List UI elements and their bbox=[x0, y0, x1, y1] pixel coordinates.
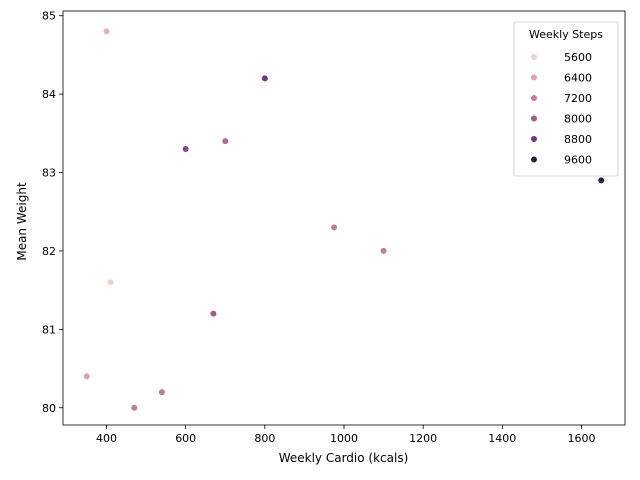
legend-label: 8000 bbox=[564, 113, 592, 126]
x-tick-label: 1600 bbox=[567, 432, 595, 445]
y-tick-label: 80 bbox=[42, 402, 56, 415]
legend-marker bbox=[530, 155, 538, 164]
y-tick-label: 82 bbox=[42, 245, 56, 258]
data-points bbox=[83, 27, 605, 412]
legend-box bbox=[513, 21, 619, 177]
x-axis-ticks: 400 600 800 1000 1200 1400 1600 bbox=[96, 425, 595, 445]
y-tick-label: 81 bbox=[42, 323, 56, 336]
y-tick-label: 85 bbox=[42, 10, 56, 23]
y-tick-label: 83 bbox=[42, 167, 56, 180]
legend-marker bbox=[530, 114, 538, 123]
legend-title: Weekly Steps bbox=[529, 28, 603, 41]
x-axis-label: Weekly Cardio (kcals) bbox=[279, 451, 409, 465]
x-tick-label: 1000 bbox=[330, 432, 358, 445]
x-tick-label: 800 bbox=[254, 432, 275, 445]
data-point bbox=[102, 27, 111, 35]
data-point bbox=[330, 223, 338, 232]
legend-marker bbox=[530, 53, 538, 61]
data-point bbox=[83, 372, 91, 380]
x-tick-label: 1400 bbox=[488, 432, 516, 445]
data-point bbox=[106, 278, 115, 286]
legend-label: 6400 bbox=[564, 72, 592, 85]
data-point bbox=[130, 404, 138, 412]
data-point bbox=[158, 388, 166, 396]
y-tick-label: 84 bbox=[42, 88, 56, 101]
legend-label: 5600 bbox=[564, 51, 592, 64]
y-axis-ticks: 80 81 82 83 84 85 bbox=[42, 10, 63, 415]
legend-marker bbox=[530, 73, 538, 82]
data-point bbox=[379, 247, 388, 255]
data-point bbox=[182, 145, 190, 153]
data-point bbox=[597, 176, 605, 184]
data-point bbox=[209, 310, 217, 318]
legend-label: 7200 bbox=[564, 92, 592, 105]
y-axis-label: Mean Weight bbox=[15, 182, 29, 261]
legend-marker bbox=[530, 135, 538, 143]
legend-marker bbox=[530, 94, 538, 102]
data-point bbox=[221, 137, 229, 145]
legend-label: 9600 bbox=[564, 154, 592, 167]
data-point bbox=[261, 74, 269, 83]
legend-label: 8800 bbox=[564, 133, 592, 146]
x-tick-label: 1200 bbox=[409, 432, 437, 445]
x-tick-label: 600 bbox=[175, 432, 196, 445]
x-tick-label: 400 bbox=[96, 432, 117, 445]
legend: Weekly Steps 5600 6400 7200 8000 8800 9600 bbox=[513, 21, 619, 177]
